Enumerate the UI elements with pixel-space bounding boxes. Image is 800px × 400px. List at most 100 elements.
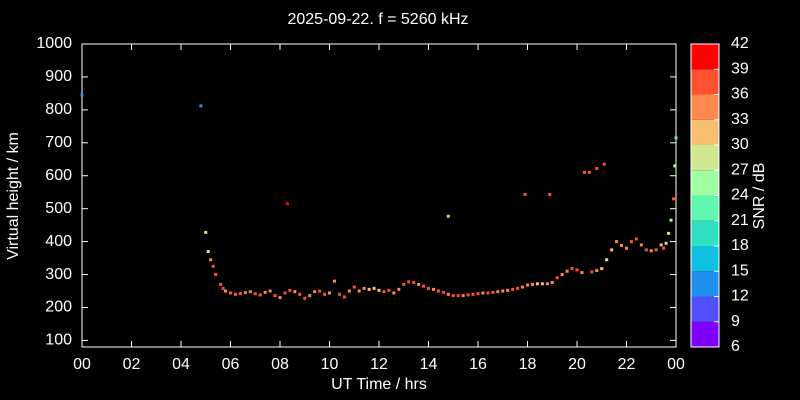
data-point	[397, 287, 401, 291]
data-point	[80, 93, 84, 97]
data-point	[521, 285, 525, 289]
data-point	[560, 273, 564, 277]
data-point	[441, 290, 445, 294]
data-point	[229, 291, 232, 295]
y-tick-label: 200	[45, 299, 72, 316]
x-tick-label: 00	[667, 356, 685, 373]
colorbar-swatch	[691, 271, 719, 297]
x-tick-label: 14	[420, 356, 438, 373]
data-point	[318, 289, 322, 293]
data-point	[672, 197, 676, 201]
x-tick-label: 00	[73, 356, 91, 373]
chart-title: 2025-09-22. f = 5260 kHz	[287, 11, 468, 28]
data-point	[610, 248, 614, 252]
data-point	[654, 248, 658, 252]
y-tick-label: 300	[45, 266, 72, 283]
data-point	[486, 291, 490, 295]
data-point	[523, 193, 527, 197]
x-tick-label: 12	[370, 356, 388, 373]
data-point	[422, 284, 426, 288]
data-point	[570, 267, 574, 271]
colorbar-tick-label: 15	[731, 262, 749, 279]
data-point	[634, 237, 638, 241]
data-point	[548, 193, 552, 197]
data-point	[615, 240, 619, 244]
data-point	[224, 289, 228, 293]
x-tick-label: 22	[618, 356, 636, 373]
data-point	[427, 286, 430, 290]
data-point	[402, 282, 406, 286]
data-point	[243, 291, 247, 295]
data-point	[357, 289, 361, 293]
data-point	[595, 166, 599, 170]
data-point	[206, 249, 210, 253]
data-point	[674, 136, 678, 140]
data-point	[639, 243, 643, 247]
data-point	[204, 230, 208, 234]
data-point	[352, 285, 356, 289]
data-point	[377, 288, 381, 292]
data-point	[199, 104, 203, 108]
data-point	[313, 290, 317, 294]
data-point	[535, 282, 539, 286]
x-tick-label: 16	[469, 356, 487, 373]
colorbar-tick-label: 12	[731, 288, 749, 305]
data-point	[268, 289, 272, 293]
data-point	[600, 267, 604, 271]
data-point	[332, 279, 336, 283]
data-point	[412, 280, 416, 284]
data-point	[253, 292, 257, 296]
colorbar-swatch	[691, 195, 719, 221]
colorbar-tick-label: 9	[731, 313, 740, 330]
colorbar-tick-label: 33	[731, 111, 749, 128]
data-point	[471, 292, 475, 296]
x-tick-label: 02	[123, 356, 141, 373]
data-point	[667, 231, 671, 235]
data-point	[278, 296, 282, 300]
colorbar-swatch	[691, 119, 719, 145]
data-point	[446, 292, 450, 296]
data-point	[673, 164, 677, 168]
data-point	[221, 286, 225, 290]
data-point	[372, 286, 376, 290]
data-point	[347, 289, 351, 293]
data-point	[211, 264, 215, 268]
data-point	[293, 290, 297, 294]
data-point	[491, 290, 495, 294]
data-point	[602, 162, 606, 166]
data-point	[555, 276, 559, 280]
colorbar-swatch	[691, 44, 719, 70]
data-point	[417, 282, 421, 286]
colorbar-swatch	[691, 145, 719, 171]
y-tick-label: 100	[45, 332, 72, 349]
x-tick-label: 04	[172, 356, 190, 373]
data-point	[605, 258, 609, 262]
data-point	[233, 292, 237, 296]
data-point	[451, 294, 455, 298]
data-point	[288, 288, 292, 292]
colorbar-swatch	[691, 296, 719, 322]
data-point	[644, 248, 648, 252]
data-point	[323, 292, 327, 296]
data-point	[456, 294, 460, 298]
data-point	[303, 296, 307, 300]
data-point	[209, 258, 213, 262]
x-tick-label: 08	[271, 356, 289, 373]
data-point	[431, 287, 435, 291]
data-point	[285, 202, 289, 206]
data-point	[342, 295, 346, 299]
data-point	[629, 240, 633, 244]
colorbar-swatch	[691, 170, 719, 196]
data-point	[669, 218, 673, 222]
data-point	[580, 271, 584, 275]
x-tick-label: 18	[519, 356, 537, 373]
colorbar-tick-label: 36	[731, 86, 749, 103]
data-point	[659, 243, 663, 247]
data-point	[337, 292, 341, 296]
data-point	[595, 269, 599, 273]
data-point	[263, 290, 267, 294]
data-point	[550, 280, 554, 284]
colorbar-tick-label: 24	[731, 187, 749, 204]
x-tick-label: 10	[321, 356, 339, 373]
